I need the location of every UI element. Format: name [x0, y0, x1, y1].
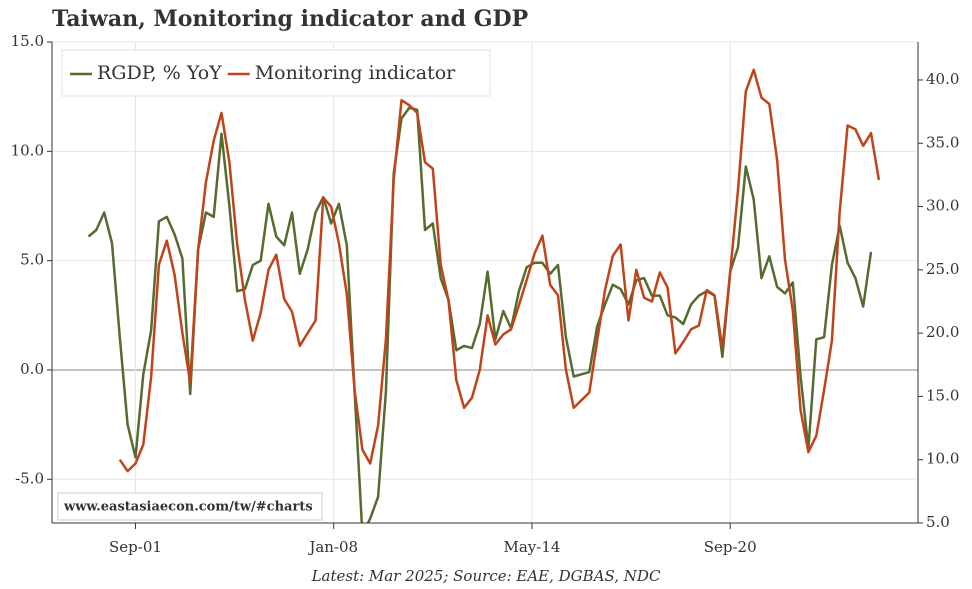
y-tick-label: 0.0: [20, 360, 44, 378]
y-tick-label: 15.0: [11, 32, 44, 50]
y2-tick-label: 20.0: [926, 323, 959, 341]
y-tick-label: -5.0: [15, 469, 44, 487]
y2-tick-label: 40.0: [926, 70, 959, 88]
y2-tick-label: 35.0: [926, 133, 959, 151]
chart-title: Taiwan, Monitoring indicator and GDP: [52, 6, 528, 32]
y-tick-label: 5.0: [20, 251, 44, 269]
y2-tick-label: 25.0: [926, 260, 959, 278]
watermark-box: [57, 492, 323, 521]
x-tick-label: Sep-01: [109, 538, 162, 556]
y2-tick-label: 10.0: [926, 450, 959, 468]
x-tick-label: Jan-08: [307, 538, 358, 556]
x-tick-label: Sep-20: [704, 538, 757, 556]
y-tick-label: 10.0: [11, 141, 44, 159]
y2-tick-label: 30.0: [926, 197, 959, 215]
axes: -5.0 0.0 5.0 10.0 15.0 5.0 10.0 15.0 20.0 25.0 30.…: [11, 32, 960, 556]
watermark: www.eastasiaecon.com/tw/#charts: [63, 500, 313, 515]
x-tick-label: May-14: [503, 538, 560, 556]
series-line: [118, 68, 881, 473]
legend: RGDP, % YoY Monitoring indicator: [70, 62, 456, 84]
source-note: Latest: Mar 2025; Source: EAE, DGBAS, ND…: [311, 567, 661, 585]
y2-tick-label: 5.0: [926, 513, 950, 531]
y2-tick-label: 15.0: [926, 386, 959, 404]
plot-lines: [87, 68, 881, 523]
legend-box: [61, 49, 491, 97]
legend-label: RGDP, % YoY: [97, 62, 222, 84]
legend-label: Monitoring indicator: [255, 62, 456, 84]
series-line: [87, 106, 873, 523]
